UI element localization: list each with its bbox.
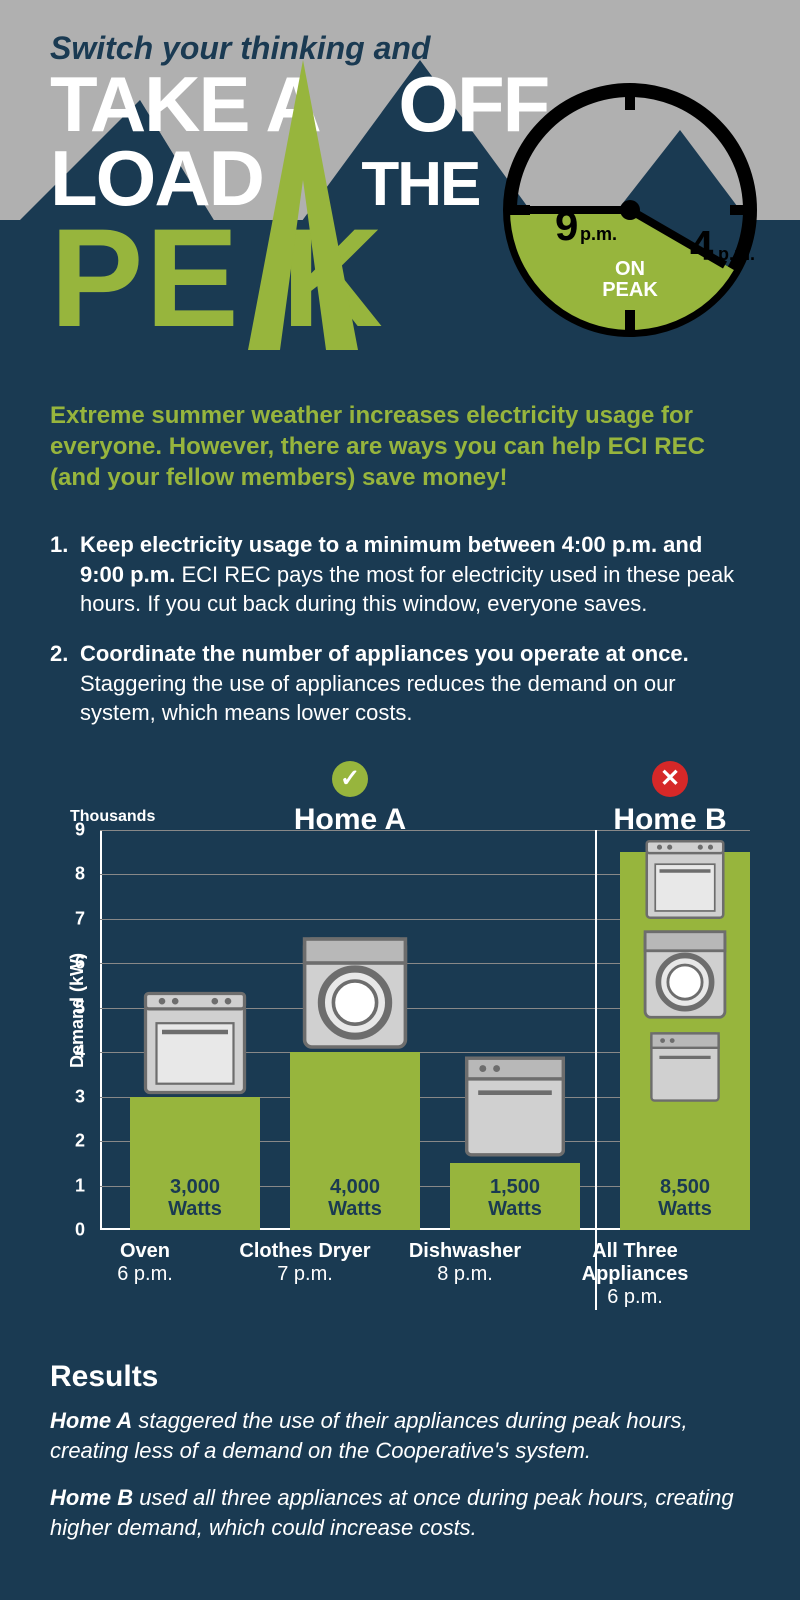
bar-dryer: 4,000Watts	[290, 1052, 420, 1230]
results-home-a: Home A staggered the use of their applia…	[50, 1406, 750, 1465]
chart-divider	[595, 830, 597, 1310]
y-tick: 5	[75, 997, 85, 1018]
y-tick: 9	[75, 820, 85, 841]
y-tick: 0	[75, 1220, 85, 1241]
bar-label: Clothes Dryer7 p.m.	[225, 1240, 385, 1286]
y-tick: 1	[75, 1175, 85, 1196]
plot-area: 01234567893,000Watts4,000Watts1,500Watts…	[100, 830, 750, 1230]
y-tick: 8	[75, 864, 85, 885]
bar-value: 3,000Watts	[130, 1176, 260, 1220]
bar-value: 1,500Watts	[450, 1176, 580, 1220]
results-home-b: Home B used all three appliances at once…	[50, 1483, 750, 1542]
home-b-label: ✕ Home B	[590, 760, 750, 837]
peak-clock: 9 p.m. 4 p.m. ON PEAK	[500, 80, 760, 340]
bar-label: Oven6 p.m.	[65, 1240, 225, 1286]
dishwasher-icon	[455, 1049, 575, 1169]
y-axis	[100, 830, 102, 1230]
svg-text:ON: ON	[615, 258, 645, 280]
y-tick: 2	[75, 1131, 85, 1152]
dryer-icon	[295, 933, 415, 1058]
y-tick: 3	[75, 1086, 85, 1107]
intro-text: Extreme summer weather increases electri…	[50, 400, 750, 494]
gridline	[100, 830, 750, 831]
y-tick: 4	[75, 1042, 85, 1063]
svg-text:p.m.: p.m.	[580, 224, 617, 244]
results-title: Results	[50, 1360, 750, 1394]
peak-a-spike	[248, 60, 358, 350]
check-badge: ✓	[332, 761, 368, 797]
demand-chart: ✓ Home A ✕ Home B Thousands Demand (kW) …	[50, 760, 750, 1320]
tip-1: Keep electricity usage to a minimum betw…	[50, 530, 750, 619]
bar-label: Dishwasher8 p.m.	[385, 1240, 545, 1286]
oven-icon	[135, 988, 255, 1103]
bar-value: 8,500Watts	[620, 1176, 750, 1220]
clock-4: 4	[690, 222, 714, 269]
bar-label: All Three Appliances6 p.m.	[555, 1240, 715, 1309]
x-badge: ✕	[652, 761, 688, 797]
svg-text:p.m.: p.m.	[718, 244, 755, 264]
y-tick: 7	[75, 908, 85, 929]
results-section: Results Home A staggered the use of thei…	[50, 1360, 750, 1561]
tip-2: Coordinate the number of appliances you …	[50, 639, 750, 728]
home-a-label: ✓ Home A	[250, 760, 450, 837]
svg-text:PEAK: PEAK	[602, 279, 658, 301]
tips-list: Keep electricity usage to a minimum betw…	[50, 530, 750, 748]
clock-9: 9	[555, 202, 578, 249]
infographic-canvas: Switch your thinking and TAKE A OFF LOAD…	[0, 0, 800, 1600]
bar-oven: 3,000Watts	[130, 1097, 260, 1230]
y-tick: 6	[75, 953, 85, 974]
bar-dishwasher: 1,500Watts	[450, 1163, 580, 1230]
bar-value: 4,000Watts	[290, 1176, 420, 1220]
all-icon	[625, 837, 745, 1112]
